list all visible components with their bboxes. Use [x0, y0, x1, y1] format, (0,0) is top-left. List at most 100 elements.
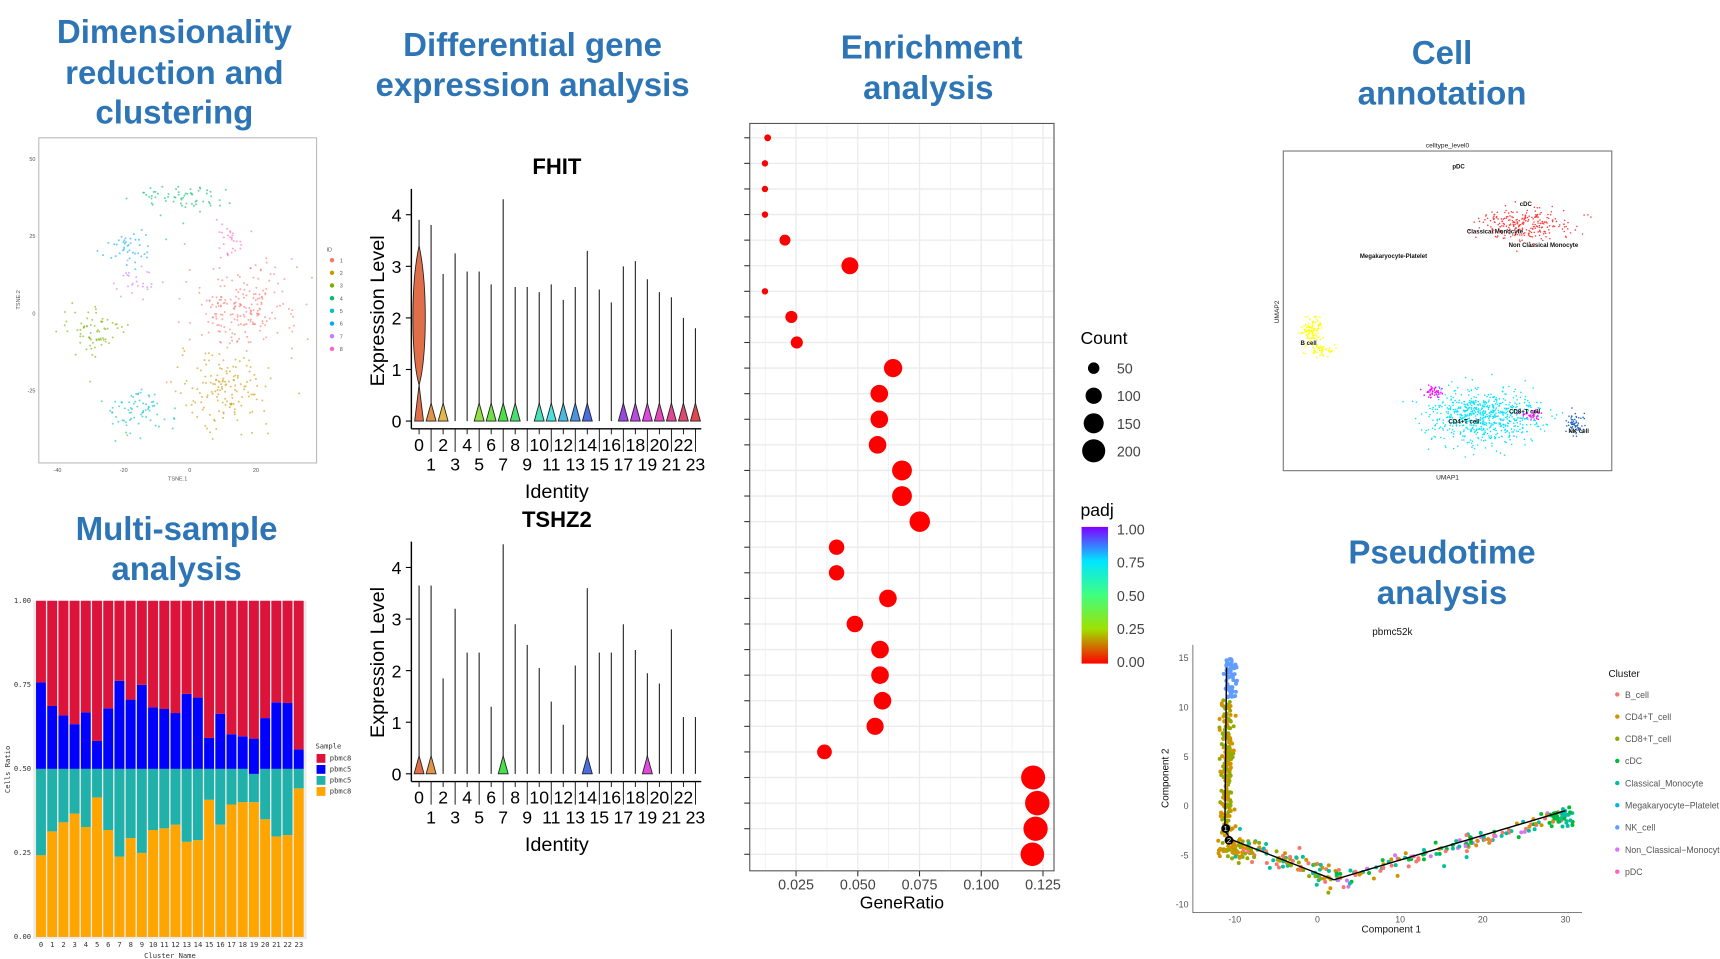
- tsne-point: [208, 202, 211, 205]
- y-tick-label: 4: [392, 558, 402, 578]
- tsne-point: [230, 251, 233, 254]
- cell-point: [1225, 797, 1230, 802]
- tsne-point: [249, 365, 252, 368]
- tsne-point: [144, 234, 147, 237]
- umap-point: [1505, 225, 1508, 227]
- umap-point: [1576, 225, 1578, 228]
- tsne-point: [167, 193, 170, 195]
- umap-point: [1488, 412, 1491, 414]
- tsne-point: [96, 250, 99, 252]
- tsne-point: [111, 406, 114, 409]
- umap-point: [1517, 425, 1519, 428]
- umap-point: [1533, 243, 1536, 245]
- cell-point: [1568, 818, 1573, 823]
- umap-point: [1502, 426, 1505, 429]
- tsne-point: [233, 307, 236, 310]
- umap-point: [1441, 393, 1443, 395]
- tsne-point: [125, 264, 128, 266]
- umap-point: [1493, 435, 1496, 438]
- umap-point: [1479, 412, 1481, 415]
- umap-point: [1457, 386, 1459, 389]
- tsne-point: [146, 245, 149, 248]
- tsne-point: [202, 381, 205, 384]
- umap-point: [1447, 420, 1450, 422]
- umap-point: [1307, 330, 1309, 332]
- tsne-point: [217, 278, 220, 281]
- umap-point: [1524, 395, 1527, 398]
- tsne-point: [227, 380, 230, 383]
- umap-point: [1306, 324, 1309, 327]
- tsne-point: [249, 318, 252, 321]
- x-tick-label: 22: [674, 788, 694, 808]
- umap-point: [1484, 431, 1486, 434]
- umap-point: [1506, 408, 1508, 410]
- tsne-point: [242, 313, 245, 316]
- umap-point: [1496, 399, 1498, 401]
- tsne-point: [248, 359, 250, 362]
- umap-point: [1509, 215, 1511, 217]
- tsne-point: [140, 255, 143, 258]
- umap-point: [1442, 429, 1444, 431]
- tsne-point: [252, 296, 255, 299]
- umap-point: [1471, 440, 1474, 443]
- umap-point: [1305, 334, 1308, 336]
- cell-point: [1222, 833, 1227, 838]
- cell-point: [1220, 754, 1225, 759]
- umap-point: [1313, 315, 1316, 318]
- tsne-point: [252, 309, 255, 312]
- tsne-point: [177, 191, 180, 194]
- x-tick-label: 20: [253, 468, 259, 474]
- tsne-point: [265, 257, 268, 260]
- umap-point: [1558, 224, 1561, 226]
- bar-segment: [282, 702, 293, 769]
- umap-point: [1520, 391, 1522, 394]
- umap-point: [1484, 401, 1487, 403]
- umap-point: [1514, 231, 1516, 234]
- tsne-point: [195, 199, 198, 202]
- tsne-point: [106, 327, 109, 330]
- umap-point: [1504, 204, 1507, 207]
- umap-point: [1500, 231, 1503, 233]
- umap-point: [1490, 226, 1492, 228]
- umap-point: [1444, 404, 1446, 406]
- umap-point: [1464, 421, 1467, 424]
- x-tick-label: 3: [450, 455, 460, 475]
- umap-point: [1584, 424, 1586, 427]
- umap-point: [1450, 431, 1453, 434]
- umap-point: [1475, 417, 1477, 420]
- count-legend-dot: [1085, 387, 1102, 404]
- bar-ticks: 0 1 2 3 4 5 6 7 8 9 10 11 12 13 14 15 16 17 18 19 20 21 22 230.…: [14, 596, 303, 949]
- umap-point: [1515, 395, 1517, 397]
- legend: B_cellCD4+T_cellCD8+T_cellcDCClassical_M…: [1615, 690, 1720, 877]
- umap-point: [1476, 431, 1479, 434]
- umap-point: [1537, 412, 1540, 414]
- umap-point: [1558, 225, 1560, 228]
- umap-point: [1524, 214, 1527, 216]
- bar-segment: [159, 709, 170, 769]
- tsne-point: [235, 340, 238, 343]
- x-axis-label: TSNE.1: [168, 477, 187, 483]
- legend-key: [329, 333, 335, 339]
- umap-point: [1459, 432, 1462, 434]
- umap-point: [1328, 350, 1331, 353]
- x-tick-label: 16: [216, 940, 225, 949]
- legend-label: 3: [340, 284, 343, 290]
- bar-segment: [80, 827, 91, 937]
- enrichment-dot: [779, 234, 791, 246]
- enrichment-dot: [1020, 842, 1045, 867]
- tsne-point: [115, 243, 118, 246]
- umap-point: [1486, 428, 1489, 430]
- tsne-point: [253, 373, 256, 376]
- tsne-point: [261, 296, 263, 299]
- x-tick-label: 1: [426, 455, 436, 475]
- cell-point: [1231, 724, 1236, 729]
- tsne-point: [104, 338, 107, 341]
- tsne-point: [113, 243, 116, 246]
- umap-point: [1308, 333, 1310, 335]
- tsne-point: [196, 367, 199, 370]
- umap-point: [1534, 210, 1537, 212]
- tsne-point: [141, 415, 144, 418]
- umap-point: [1570, 418, 1573, 421]
- tsne-point: [233, 411, 236, 414]
- umap-point: [1462, 435, 1464, 437]
